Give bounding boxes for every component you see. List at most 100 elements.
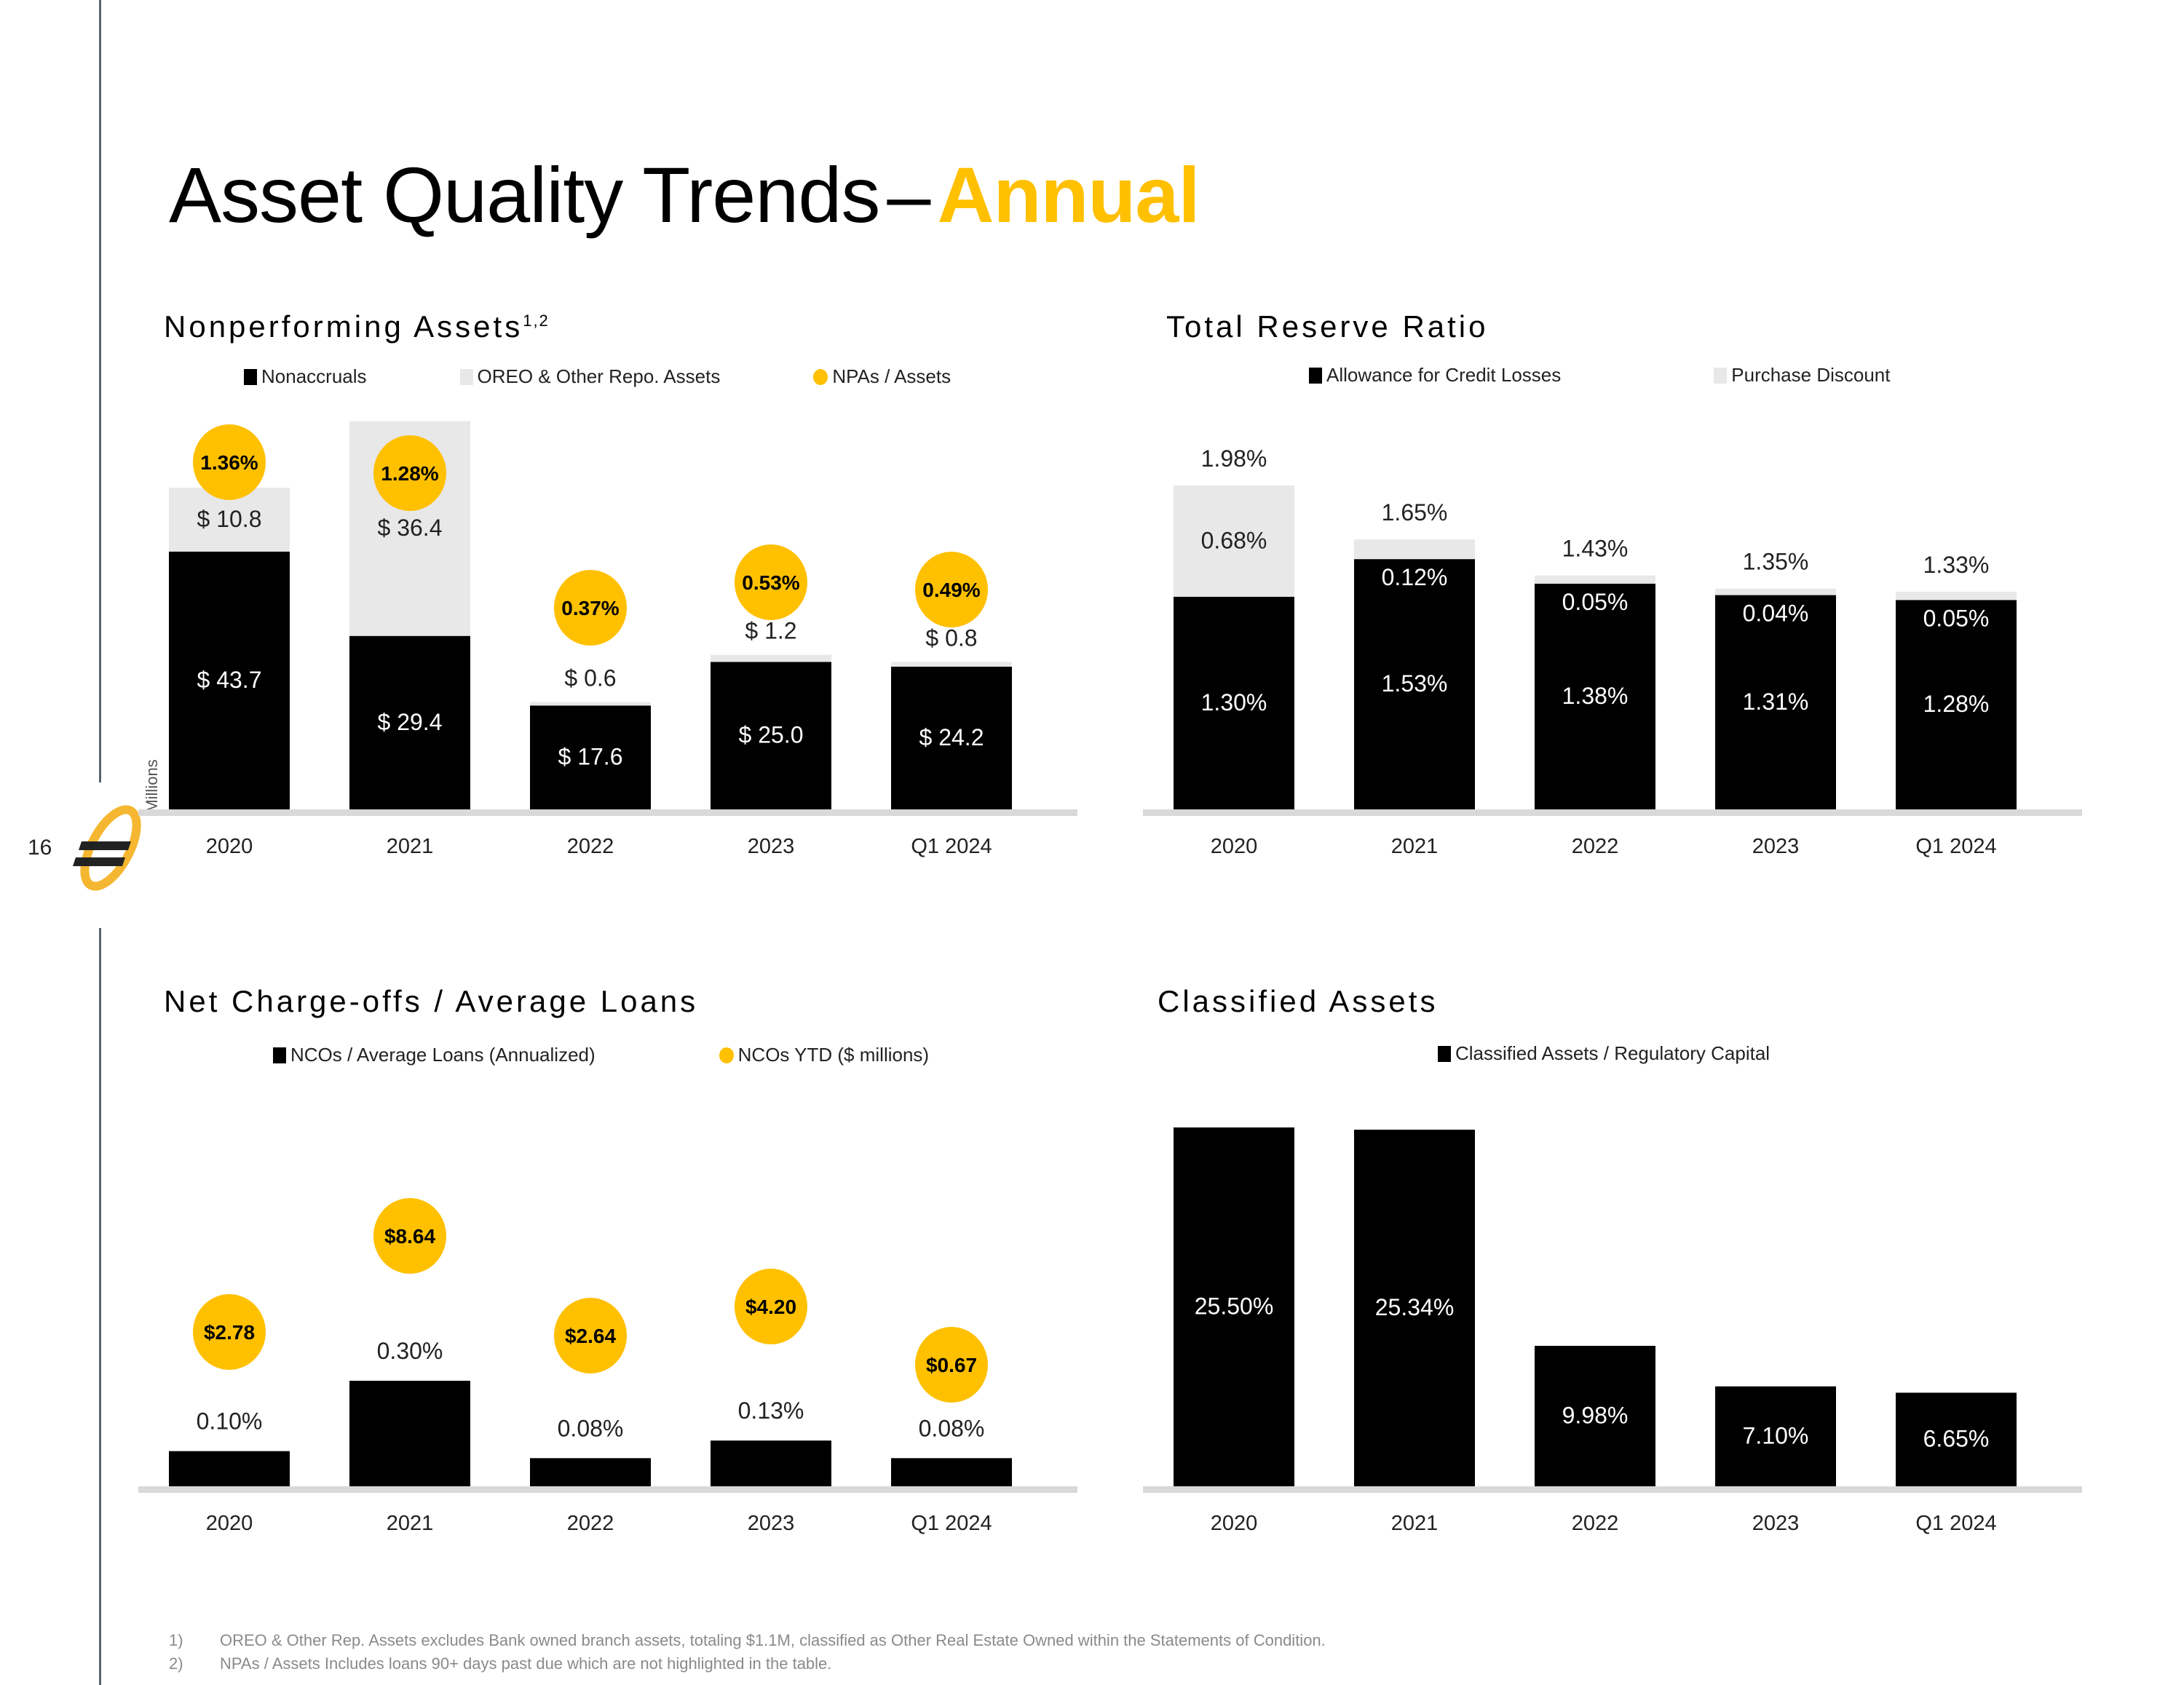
x-tick-label: 2023 [1752,835,1800,858]
data-label-nonaccruals: $ 43.7 [197,667,262,693]
x-tick-label: 2022 [567,1512,614,1535]
x-tick-label: Q1 2024 [911,1512,992,1535]
data-label-purchase-discount: 0.12% [1382,564,1448,590]
data-label-classified: 25.50% [1195,1293,1274,1320]
footnote-number: 2) [169,1654,183,1673]
page-number: 16 [28,836,52,860]
data-label-nco-ratio: 0.13% [738,1397,804,1424]
legend-swatch-oreo [459,368,473,385]
legend-label-purchase-discount: Purchase Discount [1731,364,1891,386]
data-label-purchase-discount: 0.05% [1562,589,1629,615]
bar-nco-ratio [349,1381,470,1486]
bar-nco-ratio [169,1451,290,1486]
x-axis-line [1143,809,2082,816]
x-tick-label: 2022 [1572,835,1619,858]
npa-chart-title: Nonperforming Assets1,2 [164,309,550,344]
left-divider-bottom [99,928,101,1685]
x-tick-label: 2020 [1211,835,1258,858]
x-tick-label: 2023 [748,835,795,858]
legend-label-nco-ytd: NCOs YTD ($ millions) [737,1044,930,1066]
reserve-legend: Allowance for Credit Losses Purchase Dis… [1309,364,1891,386]
data-label-nonaccruals: $ 29.4 [378,709,443,735]
x-tick-label: 2022 [1572,1512,1619,1535]
x-tick-label: 2021 [387,835,434,858]
x-tick-label: Q1 2024 [911,835,992,858]
footnote: 2) NPAs / Assets Includes loans 90+ days … [169,1652,1326,1676]
x-axis-line [1143,1486,2082,1493]
npa-assets-bubble [735,544,807,620]
bar-allowance [1174,596,1294,809]
data-label-total: 1.65% [1382,499,1448,526]
x-tick-label: 2020 [1211,1512,1258,1535]
bar-classified [1354,1130,1475,1486]
npa-assets-bubble [373,435,446,511]
x-axis-line [138,1486,1077,1493]
data-label-oreo: $ 36.4 [378,515,443,541]
title-main: Asset Quality Trends [169,151,880,239]
legend-label-nco-ratio: NCOs / Average Loans (Annualized) [290,1044,596,1066]
x-tick-label: Q1 2024 [1915,835,1996,858]
bar-purchase-discount [1715,588,1836,595]
x-tick-label: 2022 [567,835,614,858]
bar-classified [1715,1386,1836,1486]
legend-swatch-nco-ratio [273,1047,286,1063]
footnote-number: 1) [169,1631,183,1649]
nco-ytd-bubble-label: $8.64 [384,1225,435,1248]
npa-title-superscript: 1,2 [523,312,550,330]
legend-label-oreo: OREO & Other Repo. Assets [477,365,721,387]
x-tick-label: Q1 2024 [1915,1512,1996,1535]
npa-assets-bubble-label: 1.36% [200,451,258,474]
bar-classified [1174,1127,1294,1486]
nco-chart-title: Net Charge-offs / Average Loans [164,984,699,1018]
data-label-allowance: 1.31% [1743,689,1809,715]
data-label-oreo: $ 1.2 [745,618,796,644]
bar-allowance [1354,559,1475,809]
npa-title-text: Nonperforming Assets [164,309,523,344]
x-tick-label: 2023 [1752,1512,1800,1535]
data-label-purchase-discount: 0.05% [1923,605,1990,631]
bar-nonaccruals [530,705,651,809]
data-label-allowance: 1.28% [1923,691,1990,717]
bar-classified [1896,1392,2017,1486]
legend-label-nonaccruals: Nonaccruals [261,365,367,387]
bar-oreo [530,702,651,706]
nco-ytd-bubble [193,1294,266,1370]
footnote-text: OREO & Other Rep. Assets excludes Bank o… [220,1631,1326,1649]
page-title: Asset Quality Trends–Annual [169,149,1200,240]
nco-ytd-bubble [554,1298,627,1373]
data-label-oreo: $ 0.6 [564,665,616,691]
npa-assets-bubble-label: 0.53% [742,571,799,594]
y-axis-label: Millions [143,759,161,812]
bar-purchase-discount [1896,592,2017,600]
data-label-oreo: $ 0.8 [925,625,977,651]
nco-ytd-bubble-label: $2.78 [204,1321,255,1344]
nco-ytd-bubble-label: $2.64 [565,1325,616,1347]
footnote: 1) OREO & Other Rep. Assets excludes Bank… [169,1629,1326,1652]
x-tick-label: 2021 [1391,1512,1439,1535]
npa-assets-bubble-label: 1.28% [381,462,438,485]
legend-dot-npas-assets [813,368,828,385]
bar-allowance [1715,595,1836,809]
x-tick-label: 2021 [387,1512,434,1535]
data-label-nonaccruals: $ 25.0 [739,722,804,748]
reserve-chart: 1.30% 0.68% 1.98% 1.53% 0.12% 1.65% 1.38% 0.05%… [1143,445,2082,858]
bar-classified [1535,1346,1655,1486]
data-label-classified: 25.34% [1375,1294,1455,1320]
bar-nco-ratio [711,1440,831,1486]
data-label-total: 1.98% [1201,445,1267,472]
data-label-total: 1.35% [1743,549,1809,575]
npa-assets-bubble [554,570,627,646]
x-tick-label: 2020 [206,835,253,858]
bar-allowance [1535,583,1655,809]
x-axis-line [138,809,1077,816]
legend-swatch-allowance [1309,367,1322,384]
nco-legend: NCOs / Average Loans (Annualized) NCOs Y… [273,1044,929,1066]
npa-assets-bubble [193,424,266,500]
legend-label-allowance: Allowance for Credit Losses [1326,364,1562,386]
npa-legend: Nonaccruals OREO & Other Repo. Assets NP… [244,365,951,388]
npa-assets-bubble-label: 0.49% [922,579,980,601]
data-label-nco-ratio: 0.10% [197,1408,263,1435]
legend-swatch-classified [1438,1045,1451,1062]
bar-purchase-discount [1174,485,1294,597]
x-tick-label: 2020 [206,1512,253,1535]
